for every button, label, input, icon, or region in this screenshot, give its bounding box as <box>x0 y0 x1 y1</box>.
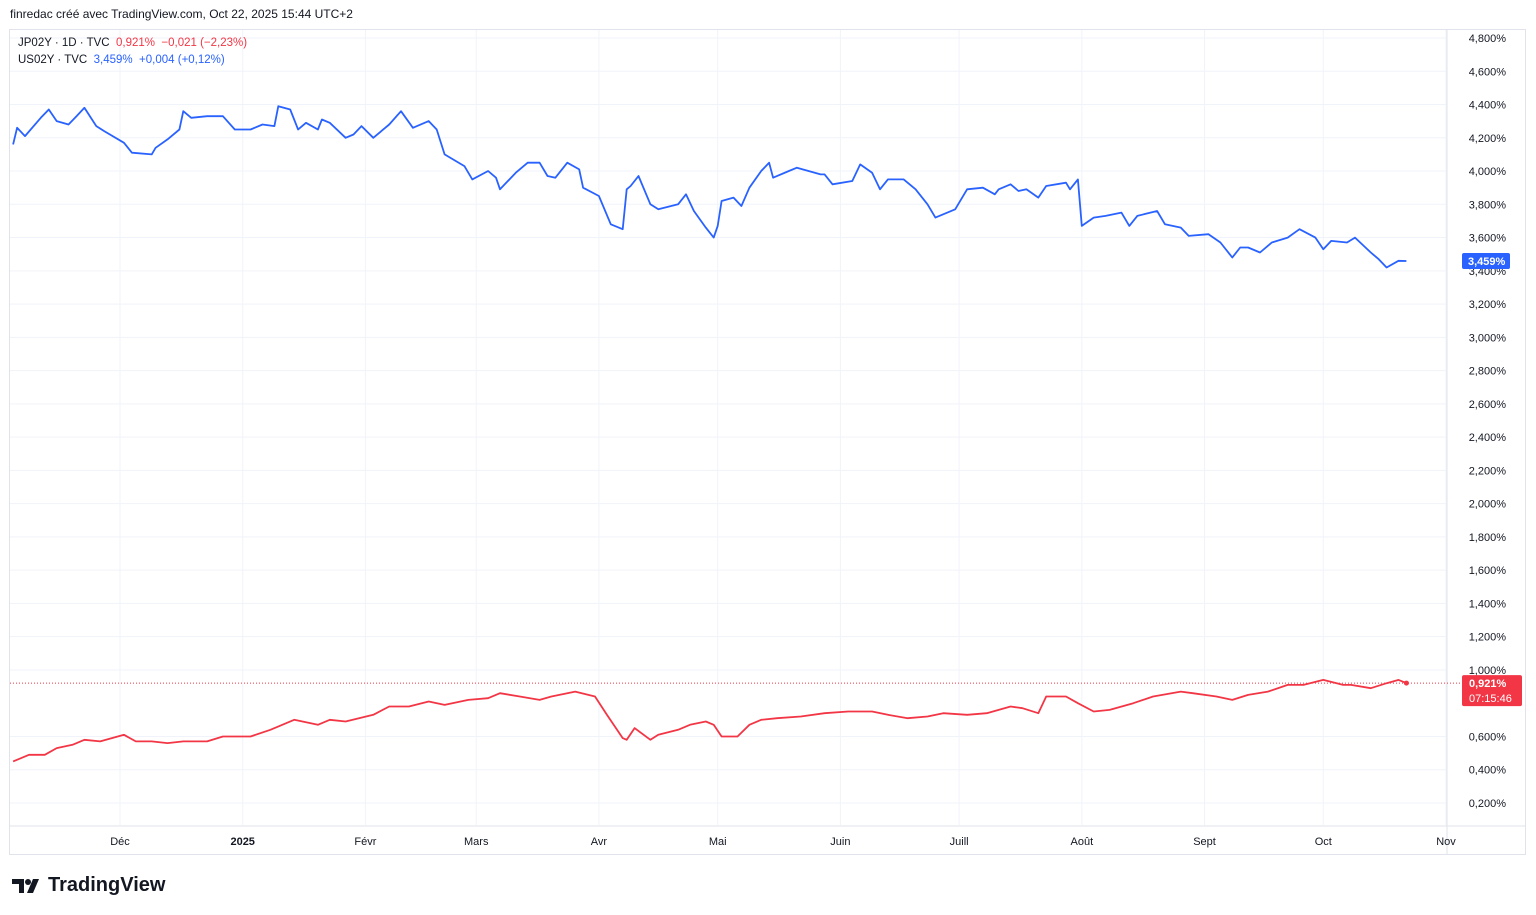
jp02y-last-point <box>1403 680 1409 686</box>
y-tick-label: 0,200% <box>1469 798 1507 810</box>
x-tick-label: Juin <box>830 836 850 848</box>
y-tick-label: 2,600% <box>1469 399 1507 411</box>
y-tick-label: 0,600% <box>1469 731 1507 743</box>
us02y-price-label-bg <box>1462 253 1510 270</box>
logo-text: TradingView <box>48 874 166 896</box>
y-tick-label: 3,000% <box>1469 332 1507 344</box>
x-tick-label: Nov <box>1436 836 1456 848</box>
x-tick-label: Déc <box>110 836 130 848</box>
x-tick-label: Mars <box>464 836 489 848</box>
y-tick-label: 0,400% <box>1469 765 1507 777</box>
y-tick-label: 1,000% <box>1469 665 1507 677</box>
y-tick-label: 3,600% <box>1469 233 1507 245</box>
x-tick-label: Oct <box>1315 836 1332 848</box>
jp02y-price-label: 0,921% <box>1469 678 1507 690</box>
legend-value: 0,921% <box>116 37 156 49</box>
chart-frame <box>9 29 1526 855</box>
legend-row-jp02y[interactable]: JP02Y · 1D · TVC 0,921% −0,021 (−2,23%) <box>18 35 247 52</box>
us02y-price-label: 3,459% <box>1468 256 1506 268</box>
y-tick-label: 4,400% <box>1469 100 1507 112</box>
y-tick-label: 4,600% <box>1469 66 1507 78</box>
legend-symbol: US02Y · TVC <box>18 54 88 66</box>
tradingview-logo-icon <box>12 878 39 893</box>
chart-credit: finredac créé avec TradingView.com, Oct … <box>10 7 353 21</box>
y-tick-label: 2,400% <box>1469 432 1507 444</box>
legend-row-us02y[interactable]: US02Y · TVC 3,459% +0,004 (+0,12%) <box>18 52 247 69</box>
x-tick-label: Févr <box>354 836 376 848</box>
jp02y-countdown: 07:15:46 <box>1469 693 1512 705</box>
x-tick-label: Sept <box>1193 836 1216 848</box>
y-tick-label: 1,600% <box>1469 565 1507 577</box>
x-tick-label: Avr <box>591 836 608 848</box>
y-tick-label: 2,000% <box>1469 499 1507 511</box>
legend-change: +0,004 (+0,12%) <box>139 54 225 66</box>
y-tick-label: 3,200% <box>1469 299 1507 311</box>
x-tick-label: Mai <box>709 836 727 848</box>
y-tick-label: 2,200% <box>1469 465 1507 477</box>
y-tick-label: 1,400% <box>1469 598 1507 610</box>
legend-symbol: JP02Y · 1D · TVC <box>18 37 110 49</box>
y-tick-label: 3,800% <box>1469 199 1507 211</box>
y-tick-label: 2,800% <box>1469 366 1507 378</box>
x-tick-label: Juill <box>950 836 969 848</box>
y-tick-label: 1,200% <box>1469 632 1507 644</box>
jp02y-price-label-bg <box>1462 675 1522 707</box>
tradingview-logo[interactable]: TradingView <box>12 874 165 897</box>
x-tick-label: 2025 <box>230 836 254 848</box>
legend-value: 3,459% <box>93 54 133 66</box>
y-tick-label: 4,000% <box>1469 166 1507 178</box>
x-tick-label: Août <box>1071 836 1094 848</box>
series-line-jp02y <box>12 679 1407 763</box>
series-line-us02y <box>12 105 1407 269</box>
y-tick-label: 4,800% <box>1469 33 1507 45</box>
y-tick-label: 4,200% <box>1469 133 1507 145</box>
legend-change: −0,021 (−2,23%) <box>161 37 248 49</box>
y-tick-label: 1,800% <box>1469 532 1507 544</box>
chart-legend: JP02Y · 1D · TVC 0,921% −0,021 (−2,23%) … <box>18 35 247 69</box>
